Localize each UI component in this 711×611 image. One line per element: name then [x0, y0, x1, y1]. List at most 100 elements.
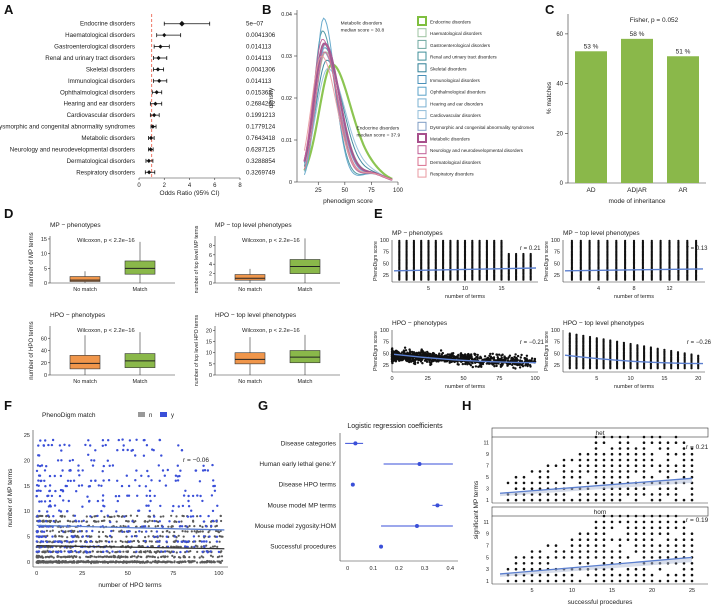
row-label: Metabolic disorders: [81, 135, 135, 142]
data-point: [666, 556, 670, 559]
data-point: [471, 239, 474, 242]
point-y: [145, 504, 148, 507]
y-tick-label: 3: [486, 567, 489, 573]
point-n: [198, 540, 201, 543]
point-n: [196, 515, 199, 518]
point-y: [107, 439, 110, 442]
data-point: [634, 567, 638, 571]
box-panel-title: HPO − phenotypes: [50, 312, 106, 319]
point-y: [191, 494, 195, 498]
point-y: [145, 530, 148, 533]
x-tick-label: 50: [341, 188, 348, 194]
point-y: [81, 505, 84, 508]
point-n: [161, 530, 164, 534]
data-point: [656, 347, 659, 350]
point-y: [36, 464, 40, 467]
point-y: [125, 530, 129, 533]
point-n: [219, 514, 222, 518]
point-n: [220, 555, 224, 558]
point-y: [134, 454, 137, 457]
data-point: [650, 526, 654, 530]
data-point: [602, 441, 606, 445]
data-point: [658, 447, 662, 450]
point-n: [167, 525, 170, 528]
density-line-1: [303, 63, 393, 180]
data-point: [554, 573, 558, 577]
point-n: [99, 550, 102, 553]
point-y: [60, 449, 63, 452]
point-n: [116, 556, 119, 559]
data-point: [578, 475, 582, 479]
point-n: [105, 560, 109, 564]
point-y: [35, 550, 38, 553]
point-y: [43, 479, 46, 482]
point-y: [150, 479, 153, 482]
data-point: [578, 481, 582, 485]
point-y: [106, 459, 110, 462]
data-point: [658, 532, 662, 535]
y-tick-label: 25: [554, 363, 560, 369]
row-label: Respiratory disorders: [76, 169, 135, 176]
data-point: [643, 345, 646, 348]
point-y: [164, 484, 168, 487]
point-y: [101, 499, 105, 502]
point-y: [191, 515, 195, 518]
data-point: [489, 352, 492, 356]
point-n: [177, 534, 180, 537]
data-point: [674, 493, 678, 496]
data-point: [650, 550, 654, 553]
data-point: [690, 487, 694, 491]
data-point: [522, 252, 525, 256]
legend-label: Dysmorphic and congenital abnormality sy…: [430, 125, 535, 130]
legend-key-n: [138, 412, 145, 417]
point-y: [148, 494, 152, 498]
data-point: [690, 452, 694, 456]
point-n: [132, 539, 136, 543]
point-n: [218, 540, 221, 543]
point-y: [147, 475, 150, 478]
point-n: [175, 551, 178, 554]
y-tick-label: 0.04: [281, 12, 292, 18]
data-point: [506, 498, 510, 502]
point-n: [152, 555, 155, 558]
data-point: [433, 358, 436, 362]
data-point: [525, 354, 529, 357]
point-y: [215, 540, 219, 543]
point-n: [75, 540, 78, 543]
data-point: [674, 452, 678, 456]
r-label: r = 0.13: [687, 246, 708, 252]
data-point: [468, 362, 471, 366]
data-point: [642, 435, 646, 439]
y-tick-label: 20: [556, 131, 563, 137]
point-n: [121, 561, 124, 564]
x-tick-label: 20: [649, 588, 655, 594]
point-y: [38, 519, 42, 523]
point-n: [85, 560, 88, 563]
data-point: [586, 452, 590, 456]
box-panel-title: HPO − top level phenotypes: [215, 312, 297, 319]
y-tick-label: 0.01: [281, 138, 292, 144]
data-point: [682, 573, 686, 577]
point-y: [128, 439, 132, 442]
point-n: [93, 520, 97, 523]
point-n: [213, 545, 216, 548]
data-point: [634, 493, 638, 496]
legend-key: [417, 51, 427, 61]
legend-label: Ophthalmological disorders: [430, 90, 486, 95]
point-y: [205, 540, 208, 543]
y-tick-label: 75: [383, 250, 389, 256]
data-point: [526, 362, 530, 366]
point-y: [77, 520, 81, 523]
data-point: [391, 352, 394, 356]
coef-label: Mouse model MP terms: [267, 502, 336, 509]
point-y: [94, 449, 97, 452]
point-n: [85, 520, 89, 523]
point-n: [51, 529, 54, 532]
point-y: [43, 500, 47, 503]
point-y: [215, 519, 218, 523]
data-point: [522, 579, 526, 583]
data-point: [586, 562, 590, 565]
data-point: [476, 353, 479, 357]
data-point: [690, 573, 694, 577]
data-point: [626, 475, 630, 479]
